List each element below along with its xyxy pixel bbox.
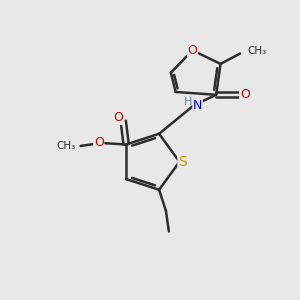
- Text: O: O: [240, 88, 250, 101]
- Text: O: O: [94, 136, 104, 149]
- Text: N: N: [193, 99, 202, 112]
- Text: O: O: [113, 112, 123, 124]
- Text: CH₃: CH₃: [57, 141, 76, 151]
- Text: H: H: [183, 97, 192, 106]
- Text: CH₃: CH₃: [248, 46, 267, 56]
- Text: S: S: [178, 155, 187, 169]
- Text: O: O: [188, 44, 197, 57]
